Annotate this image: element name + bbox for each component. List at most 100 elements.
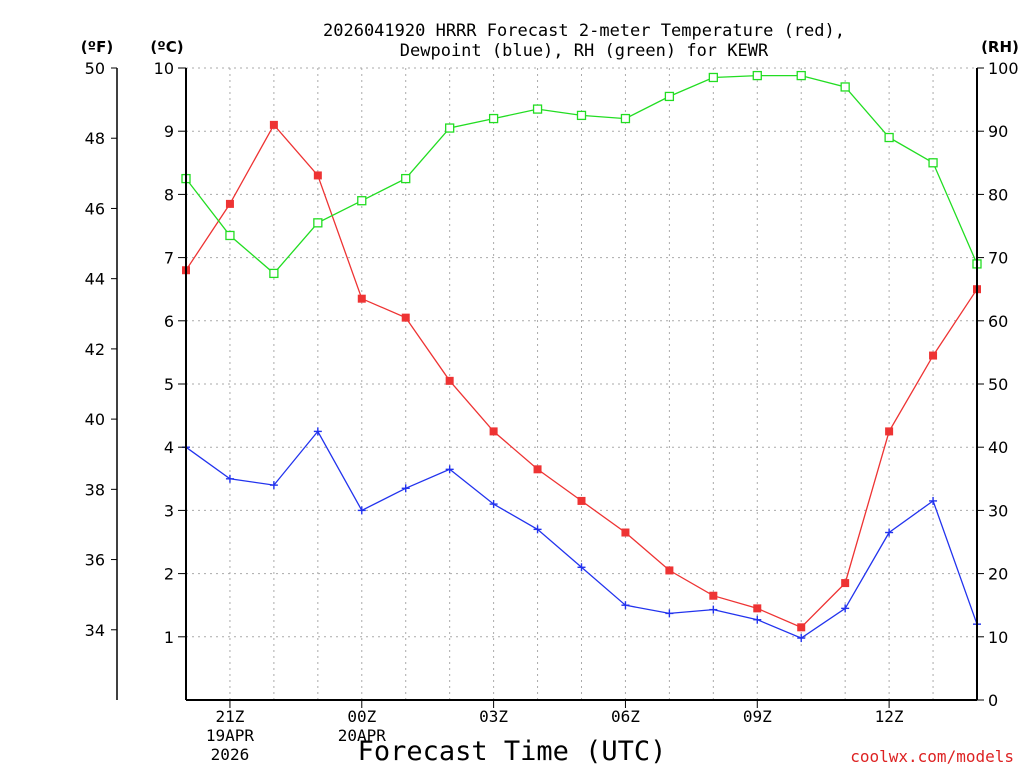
x-tick-label: 09Z bbox=[743, 707, 772, 726]
x-tick-label: 06Z bbox=[611, 707, 640, 726]
temperature-point bbox=[621, 528, 630, 537]
celsius-tick-label: 1 bbox=[164, 628, 174, 647]
fahrenheit-tick-label: 36 bbox=[85, 551, 105, 570]
celsius-tick-label: 3 bbox=[164, 501, 174, 520]
rh-tick-label: 100 bbox=[988, 59, 1019, 78]
fahrenheit-tick-label: 42 bbox=[85, 340, 105, 359]
dewpoint-point bbox=[753, 615, 762, 624]
celsius-tick-label: 9 bbox=[164, 122, 174, 141]
temperature-point bbox=[577, 496, 586, 505]
celsius-tick-label: 5 bbox=[164, 375, 174, 394]
temperature-point bbox=[401, 313, 410, 322]
dewpoint-point bbox=[797, 634, 806, 643]
dewpoint-point bbox=[357, 506, 366, 515]
fahrenheit-tick-label: 38 bbox=[85, 480, 105, 499]
celsius-tick-label: 4 bbox=[164, 438, 174, 457]
rh-point bbox=[488, 113, 499, 124]
temperature-point bbox=[665, 566, 674, 575]
x-axis-title: Forecast Time (UTC) bbox=[358, 736, 667, 767]
rh-axis-label: (RH) bbox=[981, 38, 1019, 56]
axis-layer bbox=[111, 67, 984, 708]
rh-tick-label: 40 bbox=[988, 438, 1008, 457]
dewpoint-point bbox=[841, 604, 850, 613]
dewpoint-point bbox=[313, 427, 322, 436]
rh-tick-label: 50 bbox=[988, 375, 1008, 394]
temperature-point bbox=[533, 465, 542, 474]
x-tick-label: 12Z bbox=[875, 707, 904, 726]
rh-tick-label: 90 bbox=[988, 122, 1008, 141]
dewpoint-point bbox=[665, 609, 674, 618]
rh-point bbox=[620, 113, 631, 124]
fahrenheit-tick-label: 34 bbox=[85, 621, 105, 640]
fahrenheit-tick-label: 40 bbox=[85, 410, 105, 429]
rh-tick-label: 0 bbox=[988, 691, 998, 710]
chart-title-line2: Dewpoint (blue), RH (green) for KEWR bbox=[400, 41, 769, 61]
celsius-tick-label: 2 bbox=[164, 565, 174, 584]
temperature-point bbox=[489, 427, 498, 436]
dewpoint-point bbox=[621, 601, 630, 610]
fahrenheit-tick-label: 48 bbox=[85, 129, 105, 148]
watermark: coolwx.com/models bbox=[850, 747, 1014, 766]
temperature-point bbox=[313, 171, 322, 180]
temperature-point bbox=[929, 351, 938, 360]
fahrenheit-axis-label: (ºF) bbox=[81, 38, 113, 56]
celsius-tick-label: 8 bbox=[164, 185, 174, 204]
x-tick-year: 2026 bbox=[211, 745, 250, 764]
label-layer: 1234567891034363840424446485001020304050… bbox=[85, 59, 1019, 764]
fahrenheit-tick-label: 44 bbox=[85, 270, 105, 289]
temperature-point bbox=[709, 591, 718, 600]
rh-tick-label: 30 bbox=[988, 501, 1008, 520]
dewpoint-point bbox=[225, 474, 234, 483]
rh-point bbox=[532, 104, 543, 114]
dewpoint-point bbox=[489, 500, 498, 509]
rh-point bbox=[269, 268, 279, 279]
rh-point bbox=[313, 218, 323, 228]
temperature-point bbox=[797, 623, 806, 632]
rh-tick-label: 60 bbox=[988, 312, 1008, 331]
rh-point bbox=[796, 70, 806, 81]
temperature-point bbox=[885, 427, 894, 436]
x-tick-date: 19APR bbox=[206, 726, 255, 745]
temperature-point bbox=[269, 120, 278, 129]
dewpoint-point bbox=[269, 481, 278, 490]
rh-tick-label: 70 bbox=[988, 249, 1008, 268]
rh-point bbox=[357, 196, 367, 206]
rh-point bbox=[708, 72, 718, 83]
celsius-axis-label: (ºC) bbox=[150, 38, 183, 56]
rh-point bbox=[840, 82, 850, 92]
dewpoint-point bbox=[709, 605, 718, 614]
rh-point bbox=[884, 132, 894, 143]
rh-point bbox=[225, 230, 235, 241]
rh-tick-label: 20 bbox=[988, 565, 1008, 584]
dewpoint-point bbox=[885, 528, 894, 537]
celsius-tick-label: 10 bbox=[154, 59, 174, 78]
temperature-point bbox=[753, 604, 762, 613]
temperature-point bbox=[225, 199, 234, 208]
dewpoint-point bbox=[533, 525, 542, 534]
fahrenheit-tick-label: 50 bbox=[85, 59, 105, 78]
rh-point bbox=[664, 91, 675, 102]
temperature-point bbox=[841, 579, 850, 588]
x-tick-date: 20APR bbox=[338, 726, 387, 745]
celsius-tick-label: 7 bbox=[164, 249, 174, 268]
rh-point bbox=[401, 173, 411, 184]
rh-point bbox=[576, 110, 587, 121]
fahrenheit-tick-label: 46 bbox=[85, 199, 105, 218]
dewpoint-point bbox=[929, 496, 938, 505]
dewpoint-point bbox=[577, 563, 586, 572]
temperature-point bbox=[357, 294, 366, 303]
rh-point bbox=[752, 70, 762, 81]
dewpoint-point bbox=[445, 465, 454, 474]
temperature-point bbox=[445, 376, 454, 385]
x-tick-label: 00Z bbox=[347, 707, 376, 726]
chart-title-line1: 2026041920 HRRR Forecast 2-meter Tempera… bbox=[323, 21, 845, 41]
rh-tick-label: 10 bbox=[988, 628, 1008, 647]
rh-tick-label: 80 bbox=[988, 185, 1008, 204]
rh-point bbox=[928, 158, 938, 168]
x-tick-label: 21Z bbox=[215, 707, 244, 726]
celsius-tick-label: 6 bbox=[164, 312, 174, 331]
dewpoint-point bbox=[401, 484, 410, 493]
x-tick-label: 03Z bbox=[479, 707, 508, 726]
rh-point bbox=[445, 123, 455, 133]
